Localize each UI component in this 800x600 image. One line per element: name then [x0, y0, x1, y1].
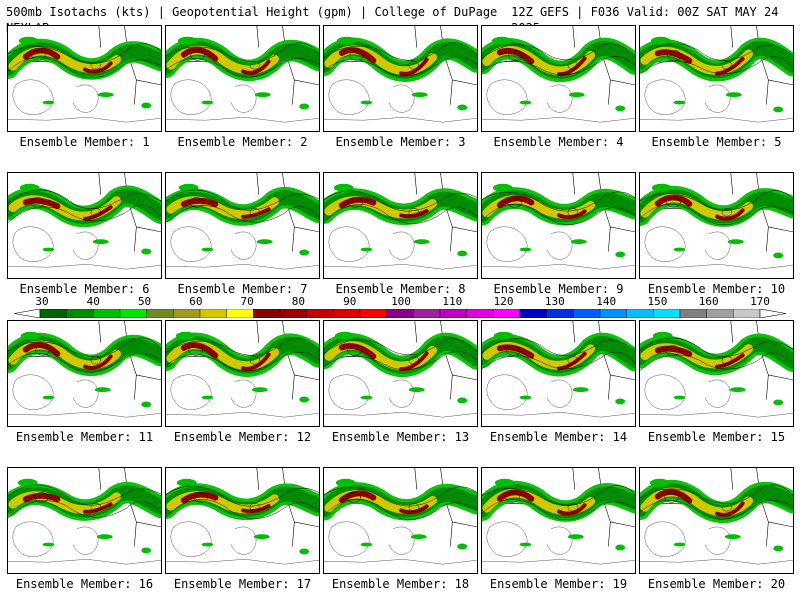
ensemble-member-map [7, 320, 162, 427]
colorbar-cell [653, 309, 681, 318]
ensemble-member-caption: Ensemble Member: 16 [15, 577, 154, 591]
ensemble-member-caption: Ensemble Member: 17 [173, 577, 312, 591]
ensemble-member-caption: Ensemble Member: 18 [331, 577, 470, 591]
colorbar-tick-label: 80 [291, 295, 306, 308]
colorbar-cell [546, 309, 574, 318]
ensemble-member-map [481, 172, 636, 279]
ensemble-member-caption: Ensemble Member: 10 [647, 282, 786, 296]
colorbar-cell [733, 309, 761, 318]
colorbar-cell [706, 309, 734, 318]
ensemble-member-map [165, 320, 320, 427]
ensemble-member-caption: Ensemble Member: 13 [331, 430, 470, 444]
colorbar-cell [119, 309, 147, 318]
colorbar-cell [493, 309, 521, 318]
colorbar-tick-label: 40 [86, 295, 100, 308]
colorbar-cell [413, 309, 441, 318]
colorbar-tick-label: 150 [647, 295, 668, 308]
ensemble-member-map [323, 467, 478, 574]
colorbar-cell [306, 309, 334, 318]
ensemble-member-caption: Ensemble Member: 2 [177, 135, 308, 149]
ensemble-member-caption: Ensemble Member: 4 [493, 135, 624, 149]
colorbar-cell [93, 309, 121, 318]
ensemble-member-caption: Ensemble Member: 15 [647, 430, 786, 444]
colorbar-cell [599, 309, 627, 318]
ensemble-member-map [165, 467, 320, 574]
colorbar-tick-label: 100 [391, 295, 411, 308]
ensemble-member-caption: Ensemble Member: 1 [19, 135, 150, 149]
colorbar-cell [253, 309, 281, 318]
ensemble-member-map [165, 25, 320, 132]
ensemble-member-map [165, 172, 320, 279]
ensemble-member-map [481, 25, 636, 132]
ensemble-member-map [639, 172, 794, 279]
colorbar-tick-label: 120 [493, 295, 514, 308]
ensemble-member-caption: Ensemble Member: 8 [335, 282, 466, 296]
colorbar-tick-label: 160 [698, 295, 719, 308]
ensemble-member-caption: Ensemble Member: 9 [493, 282, 624, 296]
colorbar-tick-label: 50 [137, 295, 152, 308]
ensemble-member-map [323, 25, 478, 132]
colorbar-cell [173, 309, 201, 318]
colorbar-cell [279, 309, 307, 318]
colorbar-tick-label: 140 [596, 295, 617, 308]
colorbar-cell [146, 309, 174, 318]
ensemble-member-map [481, 320, 636, 427]
ensemble-member-caption: Ensemble Member: 19 [489, 577, 628, 591]
colorbar-tick-label: 90 [343, 295, 357, 308]
colorbar-cell [39, 309, 67, 318]
ensemble-member-caption: Ensemble Member: 12 [173, 430, 312, 444]
colorbar-tick-label: 70 [240, 295, 254, 308]
colorbar-cell [519, 309, 547, 318]
colorbar-cell [466, 309, 494, 318]
colorbar-tick-label: 170 [750, 295, 770, 308]
ensemble-member-caption: Ensemble Member: 20 [647, 577, 786, 591]
ensemble-member-map [7, 25, 162, 132]
colorbar-cell [679, 309, 707, 318]
header-valid-time: 12Z GEFS | F036 Valid: 00Z SAT MAY 24 20… [511, 5, 779, 35]
colorbar-tick-label: 130 [544, 295, 565, 308]
ensemble-member-caption: Ensemble Member: 5 [651, 135, 782, 149]
colorbar-cell [333, 309, 361, 318]
ensemble-member-caption: Ensemble Member: 3 [335, 135, 466, 149]
colorbar-arrow-left [14, 309, 41, 318]
header: 500mb Isotachs (kts) | Geopotential Heig… [6, 4, 794, 35]
ensemble-member-map [639, 320, 794, 427]
header-title: 500mb Isotachs (kts) | Geopotential Heig… [6, 5, 498, 35]
ensemble-member-map [7, 172, 162, 279]
colorbar-tick-label: 60 [189, 295, 203, 308]
ensemble-member-caption: Ensemble Member: 6 [19, 282, 150, 296]
ensemble-member-caption: Ensemble Member: 14 [489, 430, 628, 444]
ensemble-member-caption: Ensemble Member: 11 [15, 430, 154, 444]
colorbar-cell [226, 309, 254, 318]
ensemble-member-map [323, 320, 478, 427]
colorbar-cell [199, 309, 227, 318]
colorbar-cell [573, 309, 601, 318]
ensemble-member-caption: Ensemble Member: 7 [177, 282, 308, 296]
colorbar-tick-label: 30 [35, 295, 49, 308]
ensemble-member-map [639, 467, 794, 574]
ensemble-member-map [7, 467, 162, 574]
ensemble-member-map [481, 467, 636, 574]
colorbar-tick-label: 110 [442, 295, 463, 308]
colorbar [14, 309, 786, 318]
colorbar-cell [439, 309, 467, 318]
colorbar-arrow-right [759, 309, 786, 318]
colorbar-cell [386, 309, 414, 318]
colorbar-cell [626, 309, 654, 318]
ensemble-member-map [323, 172, 478, 279]
colorbar-cell [66, 309, 94, 318]
colorbar-cell [359, 309, 387, 318]
ensemble-member-map [639, 25, 794, 132]
